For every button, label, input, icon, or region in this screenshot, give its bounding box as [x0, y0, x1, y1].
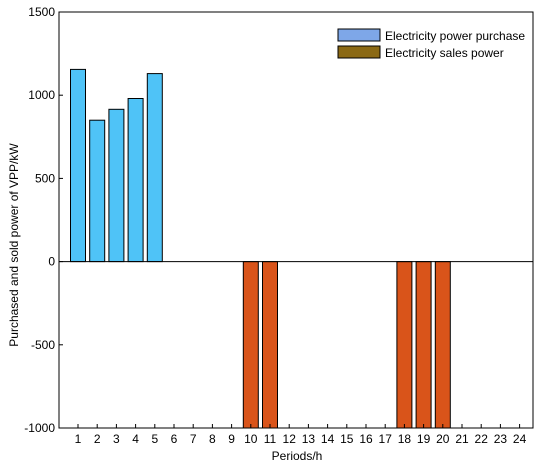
x-axis-title: Periods/h — [272, 449, 323, 463]
x-tick-label: 16 — [359, 432, 373, 446]
y-tick-label: -1000 — [24, 421, 55, 435]
x-tick-label: 5 — [151, 432, 158, 446]
bar-series-2-period-20 — [434, 261, 451, 429]
x-tick-label: 19 — [417, 432, 431, 446]
bar-series-2-period-19 — [415, 261, 432, 429]
bar-series-1-period-3 — [108, 108, 125, 263]
y-axis: -1000 -500 0 500 1000 1500 — [24, 5, 63, 435]
x-tick-label: 23 — [494, 432, 508, 446]
y-axis-title: Purchased and sold power of VPP/kW — [7, 143, 21, 347]
x-tick-label: 3 — [113, 432, 120, 446]
legend-swatch-2 — [337, 45, 381, 59]
x-tick-label: 2 — [94, 432, 101, 446]
x-tick-label: 14 — [321, 432, 335, 446]
y-tick-label: 1500 — [28, 5, 55, 19]
x-tick-label: 11 — [264, 432, 277, 446]
x-tick-label: 24 — [513, 432, 527, 446]
legend: Electricity power purchase Electricity sa… — [337, 28, 525, 60]
x-tick-label: 17 — [379, 432, 393, 446]
x-tick-label: 6 — [171, 432, 178, 446]
legend-swatch-1 — [337, 28, 381, 42]
x-tick-label: 7 — [190, 432, 197, 446]
y-tick-label: 1000 — [28, 88, 55, 102]
x-tick-label: 21 — [455, 432, 469, 446]
x-tick-label: 4 — [132, 432, 139, 446]
y-tick-label: 500 — [35, 171, 55, 185]
bar-series-1-period-5 — [146, 73, 163, 263]
x-tick-label: 10 — [244, 432, 258, 446]
y-tick-label: -500 — [31, 338, 55, 352]
bar-series-2-period-18 — [396, 261, 413, 429]
plot-frame — [58, 11, 534, 429]
x-tick-label: 22 — [475, 432, 489, 446]
bar-series-2-period-11 — [262, 261, 278, 429]
x-tick-label: 13 — [302, 432, 316, 446]
y-tick-label: 0 — [48, 255, 55, 269]
legend-label-2: Electricity sales power — [385, 46, 504, 60]
x-tick-label: 18 — [398, 432, 412, 446]
x-tick-label: 12 — [283, 432, 297, 446]
x-tick-label: 8 — [209, 432, 216, 446]
bar-series-1-period-2 — [89, 119, 106, 263]
plot-area — [58, 11, 534, 429]
bar-series-1-period-4 — [127, 98, 144, 263]
x-tick-label: 1 — [75, 432, 82, 446]
legend-label-1: Electricity power purchase — [385, 29, 525, 43]
x-tick-label: 9 — [228, 432, 235, 446]
x-tick-label: 15 — [340, 432, 354, 446]
bar-series-2-period-10 — [242, 261, 259, 429]
x-axis: 1 2 3 4 5 6 7 8 9 10 11 12 13 14 15 16 17 18 19 20 21 22 23 24 — [75, 424, 527, 446]
x-tick-label: 20 — [436, 432, 450, 446]
bar-series-1-period-1 — [70, 68, 86, 263]
